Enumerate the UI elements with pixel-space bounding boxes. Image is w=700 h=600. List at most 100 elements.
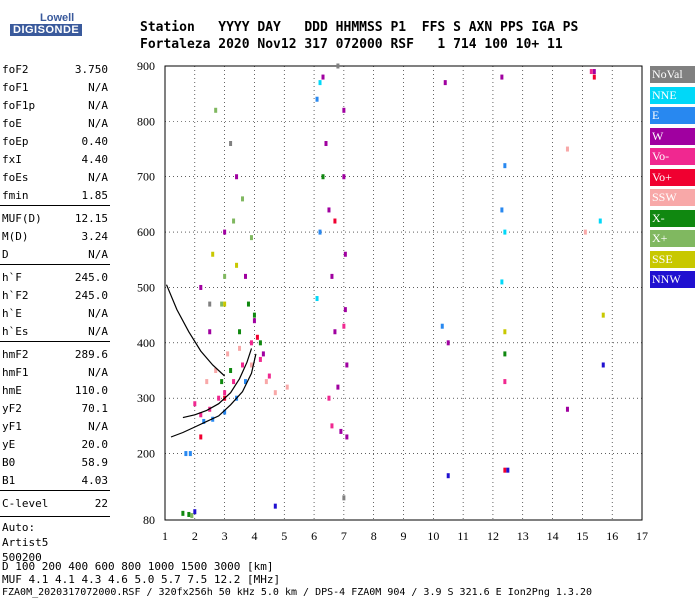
data-point xyxy=(446,340,450,346)
param-row: h`F2 245.0 xyxy=(2,289,108,303)
data-point xyxy=(342,174,346,180)
data-point xyxy=(252,312,256,318)
param-row: hmF1 N/A xyxy=(2,366,108,380)
param-row: yF2 70.1 xyxy=(2,402,108,416)
data-point xyxy=(214,107,218,113)
param-value: 70.1 xyxy=(81,402,109,415)
data-point xyxy=(223,409,227,415)
data-point xyxy=(208,406,212,412)
param-value: N/A xyxy=(88,171,108,184)
param-name: hmE xyxy=(2,384,22,397)
x-tick-label: 4 xyxy=(251,529,257,543)
data-point xyxy=(330,273,334,279)
data-point xyxy=(589,69,593,75)
x-tick-label: 7 xyxy=(341,529,347,543)
param-value: N/A xyxy=(88,81,108,94)
data-point xyxy=(235,395,239,401)
data-point xyxy=(330,423,334,429)
data-point xyxy=(321,174,325,180)
param-name: C-level xyxy=(2,497,49,510)
param-name: fmin xyxy=(2,189,29,202)
param-name: h`F2 xyxy=(2,289,29,302)
param-value: N/A xyxy=(88,325,108,338)
x-tick-label: 9 xyxy=(401,529,407,543)
param-name: B1 xyxy=(2,474,16,487)
param-name: B0 xyxy=(2,456,16,469)
data-point xyxy=(503,351,507,357)
param-value: 110.0 xyxy=(74,384,108,397)
x-tick-label: 2 xyxy=(192,529,198,543)
y-tick-label: 80 xyxy=(143,513,155,527)
data-point xyxy=(345,362,349,368)
header-row-labels: Station YYYY DAY DDD HHMMSS P1 FFS S AXN… xyxy=(140,20,579,35)
data-point xyxy=(345,434,349,440)
param-row: fxI 4.40 xyxy=(2,153,108,167)
data-point xyxy=(188,451,192,457)
x-tick-label: 11 xyxy=(457,529,469,543)
data-point xyxy=(327,395,331,401)
data-point xyxy=(264,379,268,385)
param-name: M(D) xyxy=(2,230,29,243)
data-point xyxy=(232,218,236,224)
legend-item: X- xyxy=(650,209,695,227)
param-separator xyxy=(0,205,110,206)
param-value: 0.40 xyxy=(81,135,109,148)
y-tick-label: 200 xyxy=(137,447,155,461)
data-point xyxy=(223,390,227,396)
data-point xyxy=(199,434,203,440)
legend-item: SSE xyxy=(650,250,695,268)
y-tick-label: 500 xyxy=(137,280,155,294)
param-name: hmF2 xyxy=(2,348,29,361)
data-point xyxy=(241,196,245,202)
data-point xyxy=(220,301,224,307)
data-point xyxy=(333,329,337,335)
param-name: hmF1 xyxy=(2,366,29,379)
legend-item: NoVal xyxy=(650,66,695,83)
param-name: foF1p xyxy=(2,99,36,112)
param-value: N/A xyxy=(88,99,108,112)
data-point xyxy=(273,503,277,509)
footer-file-info: FZA0M_2020317072000.RSF / 320fx256h 50 k… xyxy=(2,587,593,598)
param-name: foF2 xyxy=(2,63,29,76)
x-tick-label: 15 xyxy=(576,529,588,543)
data-point xyxy=(223,301,227,307)
data-point xyxy=(223,229,227,235)
param-row: h`F 245.0 xyxy=(2,271,108,285)
data-point xyxy=(229,368,233,374)
param-row: foF2 3.750 xyxy=(2,63,108,77)
data-point xyxy=(249,362,253,368)
param-separator xyxy=(0,341,110,342)
data-point xyxy=(226,351,230,357)
data-point xyxy=(235,262,239,268)
param-value: 58.9 xyxy=(81,456,109,469)
fitted-curve xyxy=(170,353,257,438)
data-point xyxy=(336,63,340,69)
data-point xyxy=(187,511,191,517)
param-row: MUF(D) 12.15 xyxy=(2,212,108,226)
data-point xyxy=(238,345,242,351)
legend-item: Vo+ xyxy=(650,168,695,186)
param-value: 12.15 xyxy=(74,212,108,225)
legend-item: SSW xyxy=(650,189,695,206)
param-value: N/A xyxy=(88,248,108,261)
data-point xyxy=(440,323,444,329)
param-value: 4.03 xyxy=(81,474,109,487)
data-point xyxy=(229,141,233,147)
param-row: foF1p N/A xyxy=(2,99,108,113)
data-point xyxy=(327,207,331,213)
param-row: fmin 1.85 xyxy=(2,189,108,203)
data-point xyxy=(211,251,215,257)
x-tick-label: 16 xyxy=(606,529,618,543)
param-separator xyxy=(0,516,110,517)
data-point xyxy=(208,329,212,335)
data-point xyxy=(190,513,194,519)
param-value: 289.6 xyxy=(74,348,108,361)
data-point xyxy=(324,141,328,147)
data-point xyxy=(193,401,197,407)
param-name: fxI xyxy=(2,153,22,166)
auto-line: 500200 xyxy=(2,551,42,564)
data-point xyxy=(184,451,188,457)
data-point xyxy=(217,395,221,401)
data-point xyxy=(255,334,259,340)
data-point xyxy=(235,174,239,180)
